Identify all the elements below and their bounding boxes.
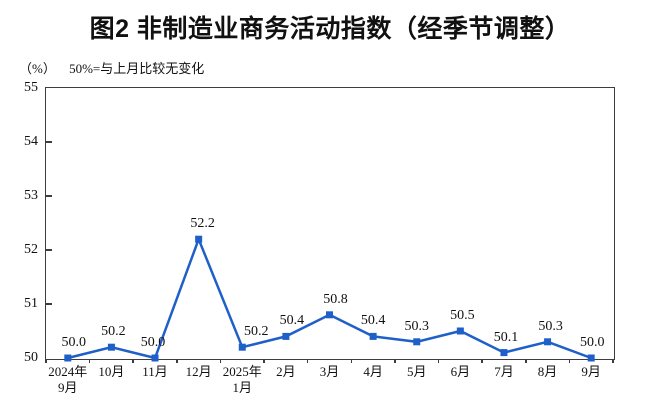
x-tick xyxy=(306,359,309,363)
x-tick xyxy=(437,359,440,363)
data-point-marker xyxy=(500,349,508,357)
y-tick xyxy=(46,303,52,305)
x-tick xyxy=(219,359,222,363)
data-label: 50.4 xyxy=(279,313,305,329)
x-tick xyxy=(568,359,571,363)
x-tick xyxy=(132,359,134,363)
data-point-marker xyxy=(151,354,159,362)
x-tick-label: 2025年 1月 xyxy=(222,364,262,395)
y-tick xyxy=(46,249,52,251)
x-tick xyxy=(350,359,353,363)
x-tick-label: 2月 xyxy=(276,364,296,379)
data-point-marker xyxy=(64,354,72,362)
x-tick xyxy=(263,359,265,363)
data-label: 50.2 xyxy=(101,324,126,340)
data-point-marker xyxy=(544,338,552,346)
y-tick-label: 51 xyxy=(24,296,38,311)
data-label: 50.0 xyxy=(140,335,166,350)
data-label: 50.5 xyxy=(450,308,475,323)
y-tick-label: 53 xyxy=(24,188,38,203)
y-tick xyxy=(46,141,52,143)
x-tick-label: 2024年 9月 xyxy=(48,364,88,395)
data-point-marker xyxy=(238,343,246,351)
data-label: 50.2 xyxy=(244,324,269,340)
data-label: 52.2 xyxy=(190,216,215,232)
data-label: 50.4 xyxy=(360,313,386,329)
y-tick-label: 52 xyxy=(24,242,38,257)
data-point-marker xyxy=(107,343,115,351)
data-label: 50.8 xyxy=(323,291,348,307)
data-point-marker xyxy=(456,327,464,335)
axis-note-row: （%） 50%=与上月比较无变化 xyxy=(19,58,204,77)
data-label: 50.0 xyxy=(61,335,87,350)
x-tick-label: 4月 xyxy=(363,364,383,379)
x-tick xyxy=(45,359,47,363)
x-tick-label: 8月 xyxy=(537,364,558,379)
data-label: 50.3 xyxy=(538,318,563,334)
data-point-marker xyxy=(282,332,290,340)
x-tick-label: 7月 xyxy=(494,364,514,379)
x-tick xyxy=(176,359,178,363)
data-point-marker xyxy=(369,332,377,340)
chart-title: 图2 非制造业商务活动指数（经季节调整） xyxy=(89,15,571,43)
x-tick-label: 12月 xyxy=(185,364,212,379)
data-point-marker xyxy=(195,235,203,243)
x-tick-label: 10月 xyxy=(98,364,125,379)
x-tick xyxy=(612,359,614,363)
x-tick xyxy=(481,359,483,363)
x-tick-label: 3月 xyxy=(319,364,340,379)
y-tick-label: 54 xyxy=(24,134,38,149)
x-tick-label: 5月 xyxy=(406,364,427,379)
line-series-svg xyxy=(64,235,595,362)
x-tick xyxy=(394,359,396,363)
y-tick-label: 50 xyxy=(24,350,38,365)
data-point-marker xyxy=(326,311,333,319)
y-tick-label: 55 xyxy=(24,80,38,95)
chart-subtitle: 50%=与上月比较无变化 xyxy=(69,61,205,76)
y-axis-unit-label: （%） xyxy=(19,61,56,76)
x-tick-label: 11月 xyxy=(142,364,168,379)
data-label: 50.0 xyxy=(579,335,605,350)
data-point-marker xyxy=(413,338,421,346)
data-label: 50.1 xyxy=(493,329,519,345)
data-label: 50.3 xyxy=(404,318,429,334)
x-tick-label: 9月 xyxy=(581,364,601,379)
x-tick-label: 6月 xyxy=(450,364,471,379)
data-point-marker xyxy=(587,354,595,362)
y-tick xyxy=(46,195,52,197)
x-tick xyxy=(525,359,527,363)
x-tick xyxy=(88,359,91,363)
